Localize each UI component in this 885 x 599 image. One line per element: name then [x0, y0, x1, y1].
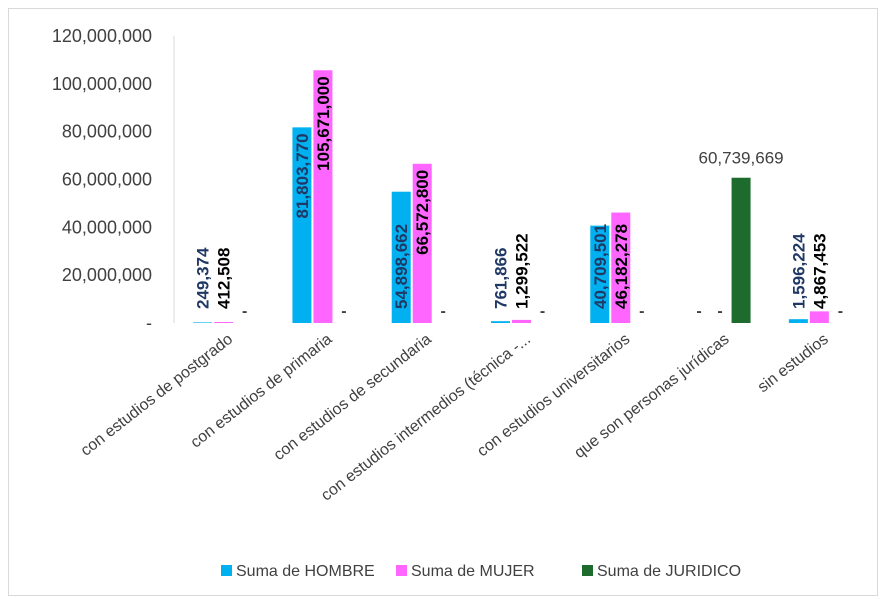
bar-suma-de-hombre — [590, 225, 610, 323]
legend-swatch — [221, 565, 232, 576]
bar-suma-de-hombre — [391, 191, 411, 323]
y-tick-label: 100,000,000 — [52, 74, 152, 94]
y-axis: - 20,000,000 40,000,000 60,000,000 80,000,00… — [52, 26, 175, 333]
x-category-label: con estudios intermedios (técnica -... — [318, 331, 534, 505]
data-label: - — [717, 303, 722, 320]
data-label: 412,508 — [215, 248, 234, 309]
data-label: - — [441, 303, 446, 320]
data-label: 81,803,770 — [293, 133, 312, 218]
data-label: 249,374 — [194, 247, 213, 309]
data-label: 1,299,522 — [513, 233, 532, 309]
data-label: - — [242, 303, 247, 320]
legend: Suma de HOMBRE Suma de MUJER Suma de JURID… — [221, 563, 741, 580]
y-tick-label: 80,000,000 — [62, 122, 152, 142]
legend-label: Suma de HOMBRE — [236, 563, 375, 580]
data-labels: 249,374 412,508-81,803,770105,671,000-54,… — [194, 76, 843, 320]
y-tick-label: 60,000,000 — [62, 170, 152, 190]
y-tick-label: - — [146, 313, 152, 333]
x-category-label: con estudios de postgrado — [78, 331, 236, 460]
data-label: 60,739,669 — [699, 149, 784, 168]
x-category-label: que son personas jurídicas — [571, 331, 732, 462]
bar-chart: - 20,000,000 40,000,000 60,000,000 80,000,00… — [52, 26, 843, 580]
bar-suma-de-mujer — [412, 163, 432, 323]
bar-suma-de-hombre — [788, 319, 808, 323]
bar-suma-de-mujer — [809, 311, 829, 323]
y-tick-label: 20,000,000 — [62, 265, 152, 285]
data-label: - — [341, 303, 346, 320]
bar-suma-de-hombre — [193, 322, 213, 323]
x-category-label: con estudios de secundaria — [271, 331, 435, 464]
data-label: 761,866 — [492, 248, 511, 309]
x-axis: con estudios de postgrado con estudios de… — [78, 331, 832, 505]
legend-swatch — [582, 565, 593, 576]
data-label: - — [540, 303, 545, 320]
x-category-label: sin estudios — [755, 331, 832, 396]
bar-suma-de-mujer — [313, 70, 333, 323]
bar-suma-de-juridico — [731, 177, 751, 323]
legend-label: Suma de JURIDICO — [597, 563, 741, 580]
data-label: 1,596,224 — [789, 233, 808, 309]
bar-suma-de-hombre — [292, 127, 312, 323]
bars — [193, 70, 829, 323]
data-label: - — [696, 303, 701, 320]
data-label: 54,898,662 — [392, 224, 411, 309]
legend-label: Suma de MUJER — [411, 563, 535, 580]
y-tick-label: 40,000,000 — [62, 217, 152, 237]
data-label: 4,867,453 — [810, 233, 829, 309]
data-label: 66,572,800 — [413, 170, 432, 255]
data-label: 46,182,278 — [612, 224, 631, 309]
bar-suma-de-mujer — [512, 319, 531, 323]
bar-suma-de-mujer — [214, 322, 234, 323]
bar-suma-de-hombre — [491, 321, 510, 323]
y-tick-label: 120,000,000 — [52, 26, 152, 46]
data-label: - — [639, 303, 644, 320]
data-label: 40,709,501 — [591, 224, 610, 309]
data-label: - — [838, 303, 843, 320]
data-label: 105,671,000 — [314, 76, 333, 171]
chart-frame: - 20,000,000 40,000,000 60,000,000 80,000,00… — [8, 8, 878, 596]
legend-swatch — [396, 565, 407, 576]
bar-suma-de-mujer — [611, 212, 631, 323]
